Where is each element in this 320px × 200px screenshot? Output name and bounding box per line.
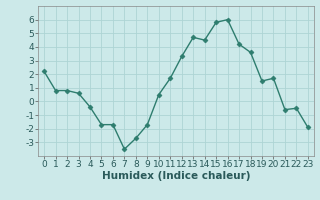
X-axis label: Humidex (Indice chaleur): Humidex (Indice chaleur)	[102, 171, 250, 181]
